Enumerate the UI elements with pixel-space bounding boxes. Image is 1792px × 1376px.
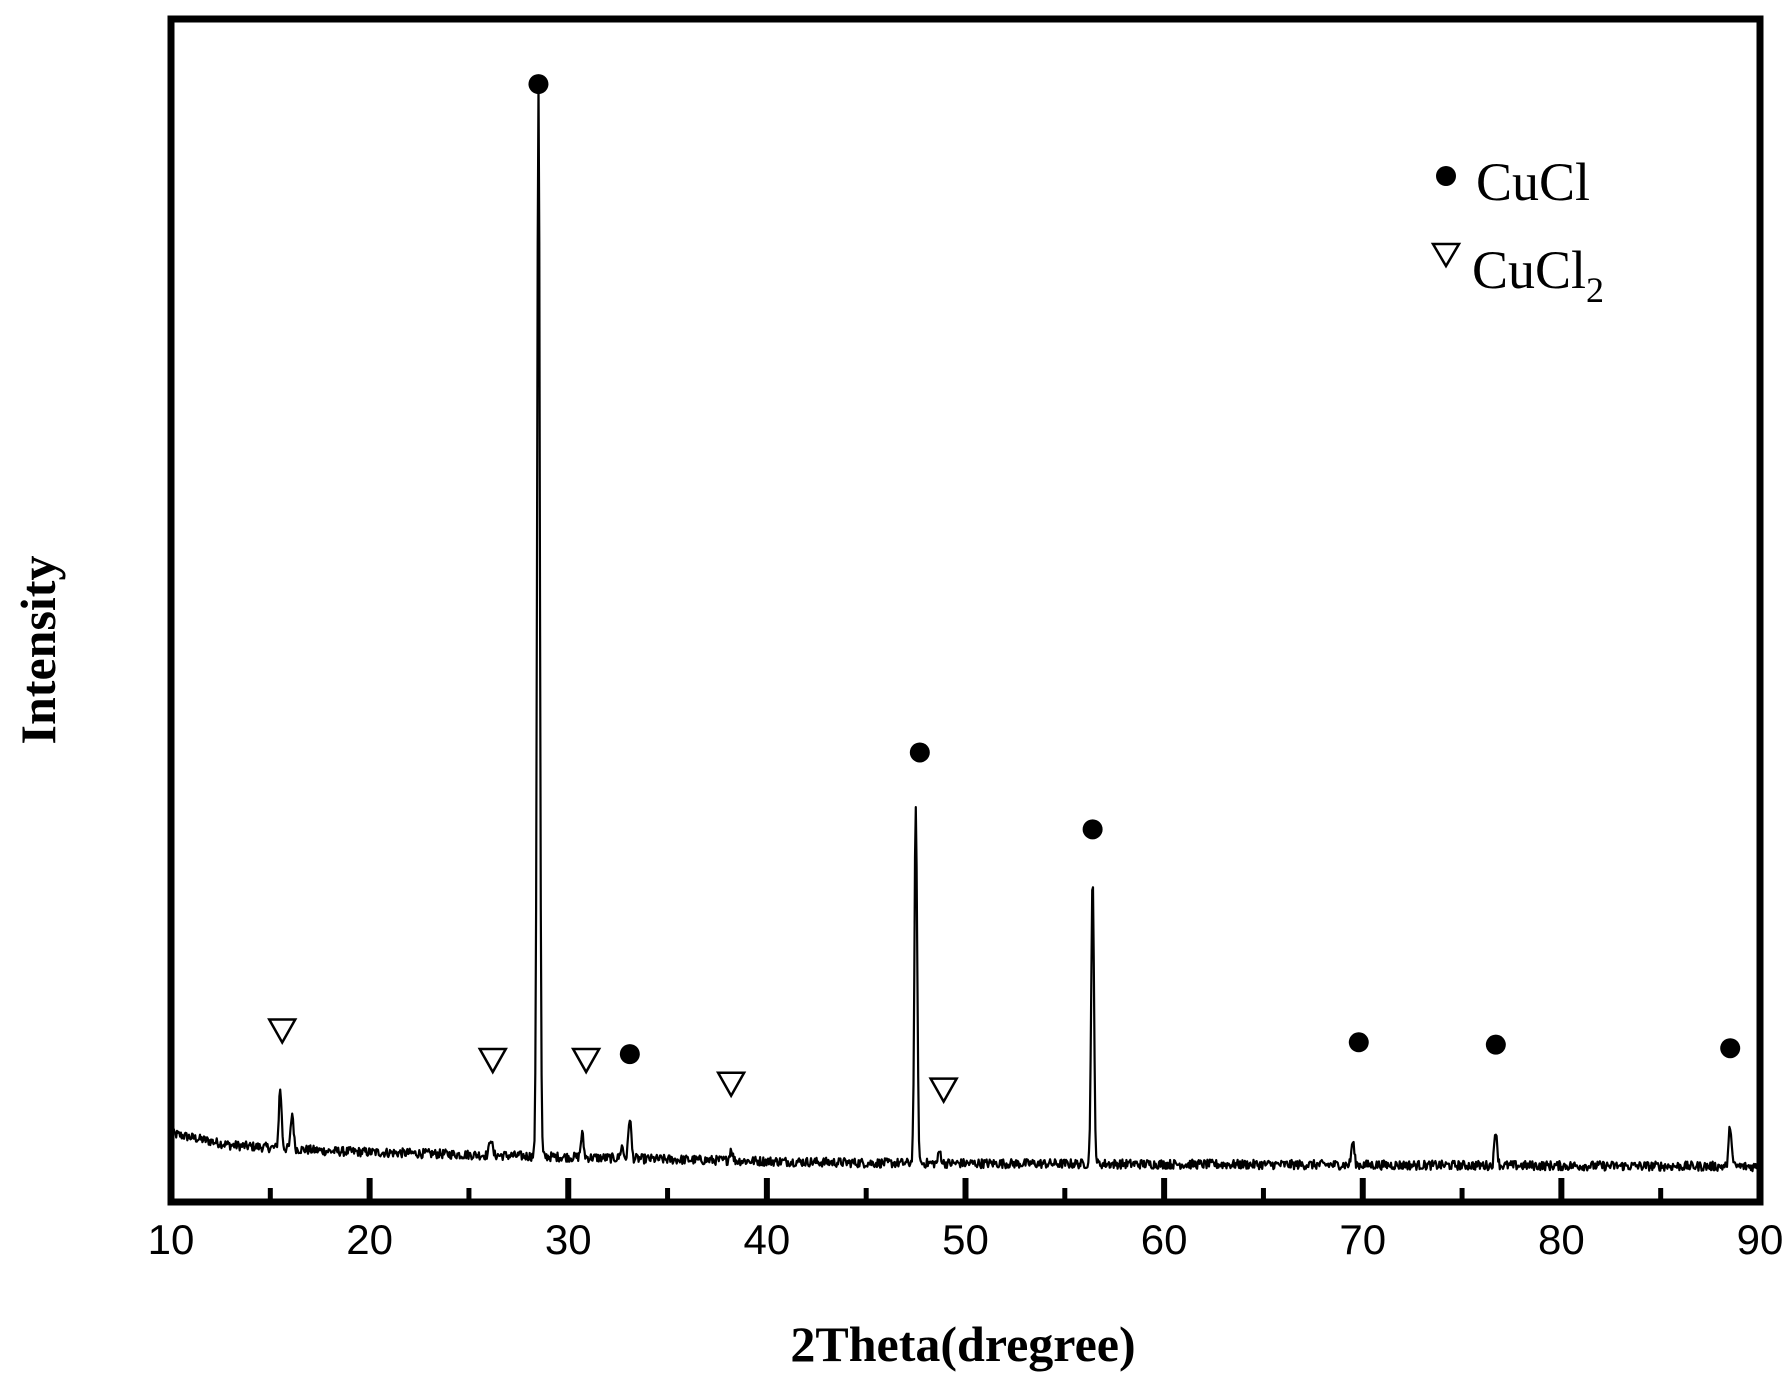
cucl2-peak-marker-icon (928, 1077, 959, 1105)
cucl-peak-marker-icon (528, 74, 549, 95)
legend-cucl-marker-icon (1436, 166, 1456, 186)
legend: CuCl CuCl2 (1430, 152, 1604, 310)
legend-cucl2-label-sub: 2 (1586, 270, 1604, 310)
x-tick-label: 80 (1538, 1216, 1585, 1263)
x-major-ticks (366, 1178, 1565, 1202)
cucl2-peak-marker-icon (267, 1018, 298, 1045)
xrd-pattern-line (170, 81, 1760, 1173)
x-axis-title: 2Theta(dregree) (790, 1316, 1135, 1372)
legend-cucl-label: CuCl (1476, 152, 1590, 212)
x-tick-label: 30 (545, 1216, 592, 1263)
cucl-peak-marker-icon (1720, 1038, 1741, 1059)
x-tick-label: 10 (148, 1216, 195, 1263)
cucl-peak-marker-icon (619, 1044, 640, 1065)
x-tick-label: 70 (1339, 1216, 1386, 1263)
x-tick-label: 50 (942, 1216, 989, 1263)
cucl-peak-marker-icon (1082, 819, 1103, 840)
x-tick-label: 60 (1141, 1216, 1188, 1263)
cucl2-peak-marker-icon (477, 1047, 508, 1075)
legend-cucl2-marker-icon (1430, 242, 1462, 269)
cucl-peak-marker-icon (1485, 1034, 1506, 1055)
legend-cucl2-label: CuCl2 (1472, 240, 1604, 310)
x-tick-labels: 10 20 30 40 50 60 70 80 90 (148, 1216, 1784, 1263)
cucl2-peak-marker-icon (715, 1071, 747, 1099)
x-tick-label: 90 (1737, 1216, 1784, 1263)
x-tick-label: 40 (744, 1216, 791, 1263)
x-minor-ticks (267, 1188, 1664, 1202)
y-axis-title: Intensity (10, 556, 66, 745)
peak-markers (267, 74, 1741, 1105)
legend-cucl2-label-main: CuCl (1472, 240, 1586, 300)
cucl-peak-marker-icon (909, 742, 930, 763)
x-tick-label: 20 (346, 1216, 393, 1263)
cucl2-peak-marker-icon (570, 1047, 602, 1075)
cucl-peak-marker-icon (1348, 1032, 1369, 1053)
